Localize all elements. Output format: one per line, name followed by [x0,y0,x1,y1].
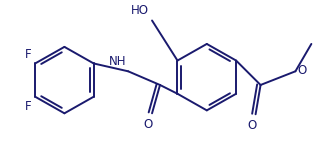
Text: O: O [297,64,307,77]
Text: O: O [143,118,153,131]
Text: F: F [25,48,31,61]
Text: O: O [247,119,256,132]
Text: F: F [25,100,31,113]
Text: HO: HO [131,4,149,17]
Text: NH: NH [109,55,126,68]
